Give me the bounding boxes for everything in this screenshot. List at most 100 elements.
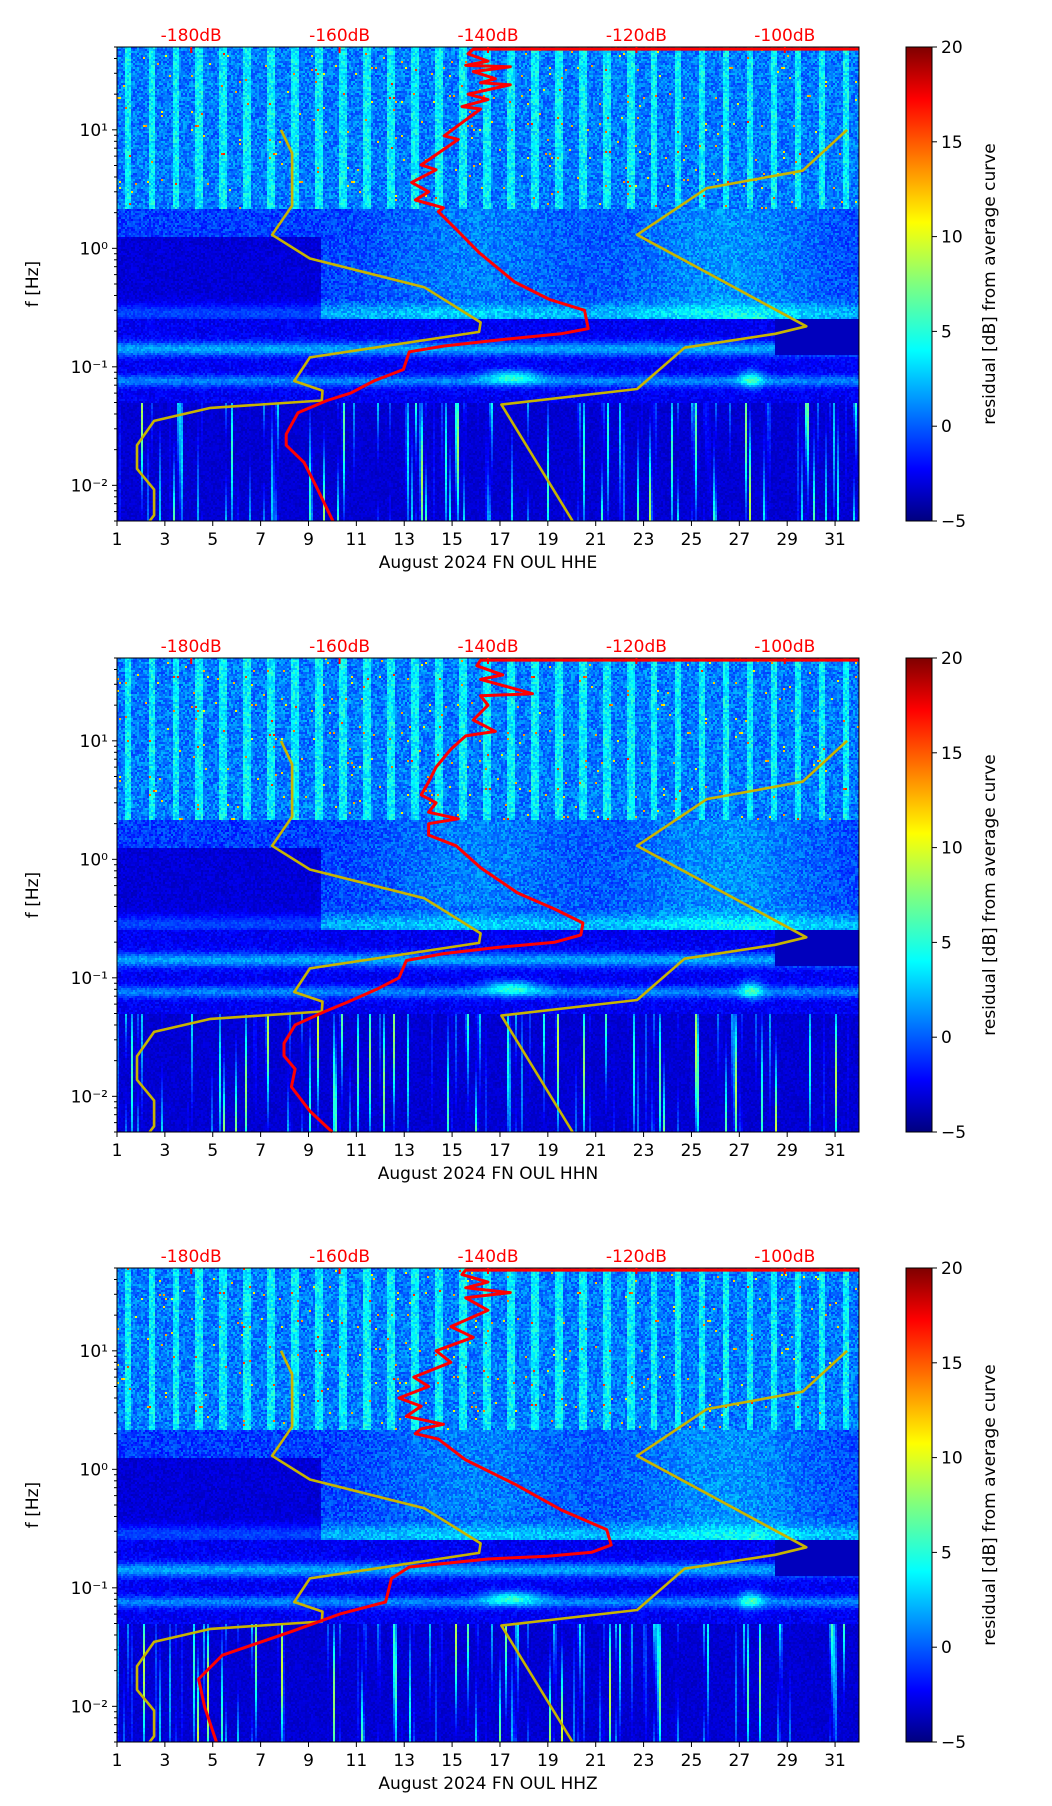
y-tick-label: 10⁻¹ — [71, 358, 108, 378]
spectrogram-hhz — [117, 1268, 859, 1742]
x-tick-label: 27 — [729, 530, 751, 550]
y-tick-label: 10¹ — [80, 121, 108, 141]
colorbar-tick-label: 15 — [941, 744, 963, 764]
y-tick-label: 10⁻² — [71, 1087, 108, 1107]
x-tick-label: 25 — [681, 530, 703, 550]
db-tick-label: -120dB — [606, 26, 667, 46]
plot-frame — [116, 46, 860, 522]
x-axis-label: August 2024 FN OUL HHZ — [378, 1774, 597, 1794]
colorbar-label: residual [dB] from average curve — [980, 1364, 1000, 1645]
db-tick-label: -180dB — [161, 1247, 222, 1267]
colorbar-label: residual [dB] from average curve — [980, 754, 1000, 1035]
x-tick-label: 23 — [633, 1751, 655, 1771]
x-tick-label: 15 — [441, 530, 463, 550]
x-tick-label: 17 — [489, 1141, 511, 1161]
nlnm-curve — [135, 740, 482, 1133]
colorbar-tick-label: 15 — [941, 1354, 963, 1374]
x-tick-label: 27 — [729, 1751, 751, 1771]
colorbar — [905, 46, 933, 522]
colorbar-tick-label: 20 — [941, 1259, 963, 1279]
colorbar-tick-label: 10 — [941, 228, 963, 248]
y-tick-label: 10⁰ — [80, 1460, 109, 1480]
x-tick-label: 19 — [537, 1751, 559, 1771]
colorbar-label: residual [dB] from average curve — [980, 143, 1000, 424]
average-psd-curve — [282, 658, 859, 1134]
x-tick-label: 3 — [159, 530, 170, 550]
x-tick-label: 7 — [255, 530, 266, 550]
db-tick-label: -140dB — [457, 1247, 518, 1267]
y-tick-label: 10¹ — [80, 732, 108, 752]
x-tick-label: 31 — [824, 530, 846, 550]
y-tick-label: 10⁻¹ — [71, 969, 108, 989]
nhnm-curve — [500, 1349, 848, 1743]
x-tick-label: 11 — [346, 530, 368, 550]
x-tick-label: 31 — [824, 1141, 846, 1161]
db-tick-label: -120dB — [606, 1247, 667, 1267]
y-axis-label: f [Hz] — [23, 261, 43, 307]
spectrogram-hhe — [117, 47, 859, 521]
colorbar-tick-label: 0 — [941, 1638, 952, 1658]
x-tick-label: 23 — [633, 1141, 655, 1161]
y-axis-label: f [Hz] — [23, 1482, 43, 1528]
x-tick-label: 5 — [207, 1141, 218, 1161]
y-tick-label: 10⁰ — [80, 850, 109, 870]
colorbar-tick-label: 5 — [941, 322, 952, 342]
db-tick-label: -180dB — [161, 637, 222, 657]
nlnm-curve — [135, 1350, 482, 1743]
colorbar-tick-label: 20 — [941, 649, 963, 669]
colorbar-tick-label: 15 — [941, 133, 963, 153]
colorbar-tick-label: 20 — [941, 38, 963, 58]
x-tick-label: 29 — [776, 1141, 798, 1161]
y-tick-label: 10⁻¹ — [71, 1579, 108, 1599]
x-tick-label: 21 — [585, 530, 607, 550]
db-tick-label: -140dB — [457, 26, 518, 46]
nhnm-curve — [500, 128, 848, 522]
db-tick-label: -160dB — [309, 26, 370, 46]
x-tick-label: 7 — [255, 1141, 266, 1161]
colorbar-tick-label: 0 — [941, 1028, 952, 1048]
x-tick-label: 27 — [729, 1141, 751, 1161]
x-tick-label: 19 — [537, 530, 559, 550]
x-tick-label: 25 — [681, 1141, 703, 1161]
x-tick-label: 13 — [393, 1751, 415, 1771]
x-tick-label: 11 — [346, 1141, 368, 1161]
x-tick-label: 31 — [824, 1751, 846, 1771]
x-tick-label: 9 — [303, 1141, 314, 1161]
x-tick-label: 11 — [346, 1751, 368, 1771]
x-tick-label: 9 — [303, 530, 314, 550]
x-tick-label: 15 — [441, 1751, 463, 1771]
y-tick-label: 10¹ — [80, 1342, 108, 1362]
x-tick-label: 3 — [159, 1141, 170, 1161]
x-tick-label: 21 — [585, 1751, 607, 1771]
x-tick-label: 29 — [776, 530, 798, 550]
average-psd-curve — [284, 47, 859, 522]
db-tick-label: -100dB — [754, 637, 815, 657]
db-tick-label: -140dB — [457, 637, 518, 657]
x-tick-label: 9 — [303, 1751, 314, 1771]
nhnm-curve — [500, 739, 848, 1133]
x-tick-label: 1 — [112, 1141, 123, 1161]
average-psd-curve — [197, 1268, 859, 1743]
x-tick-label: 1 — [112, 1751, 123, 1771]
db-tick-label: -100dB — [754, 26, 815, 46]
colorbar-tick-label: −5 — [941, 1733, 966, 1753]
y-axis-label: f [Hz] — [23, 872, 43, 918]
db-tick-label: -160dB — [309, 1247, 370, 1267]
y-tick-label: 10⁻² — [71, 1697, 108, 1717]
x-tick-label: 5 — [207, 530, 218, 550]
colorbar — [905, 657, 933, 1133]
x-tick-label: 13 — [393, 1141, 415, 1161]
x-tick-label: 23 — [633, 530, 655, 550]
colorbar-tick-label: −5 — [941, 512, 966, 532]
x-axis-label: August 2024 FN OUL HHN — [378, 1164, 598, 1184]
x-tick-label: 19 — [537, 1141, 559, 1161]
colorbar-tick-label: 10 — [941, 1449, 963, 1469]
x-tick-label: 3 — [159, 1751, 170, 1771]
x-tick-label: 29 — [776, 1751, 798, 1771]
x-tick-label: 21 — [585, 1141, 607, 1161]
